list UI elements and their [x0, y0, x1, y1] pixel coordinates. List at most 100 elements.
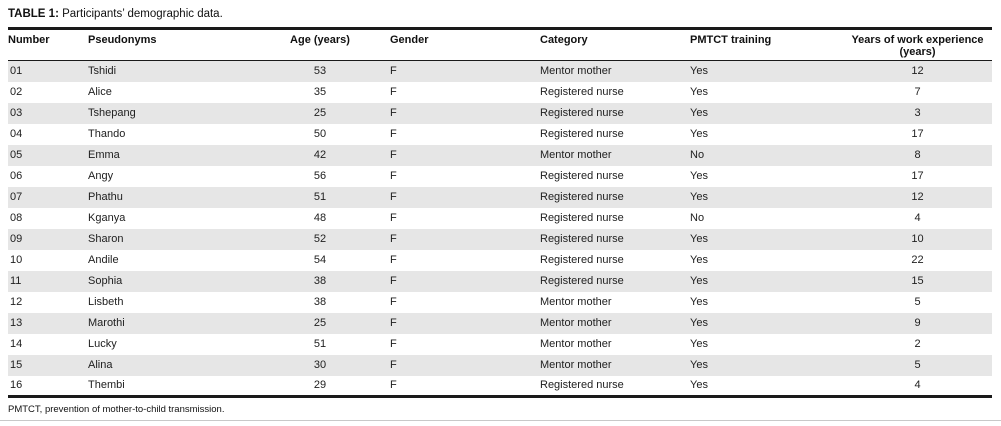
table-row: 03 Tshepang 25 F Registered nurse Yes 3	[8, 102, 992, 124]
cell-pmtct-training: Yes	[690, 170, 708, 182]
cell-work-experience: 9	[914, 317, 921, 329]
cell-pseudonym: Thembi	[88, 379, 125, 392]
table-footnote: PMTCT, prevention of mother-to-child tra…	[8, 404, 225, 415]
cell-age: 51	[313, 338, 327, 350]
cell-gender: F	[390, 233, 397, 245]
cell-pmtct-training: Yes	[690, 296, 708, 308]
table-title-label: TABLE 1:	[8, 8, 59, 20]
cell-pseudonym: Alice	[88, 86, 112, 98]
cell-gender: F	[390, 359, 397, 371]
table-row: 16 Thembi 29 F Registered nurse Yes 4	[8, 376, 992, 397]
cell-gender: F	[390, 296, 397, 308]
table-row: 06 Angy 56 F Registered nurse Yes 17	[8, 166, 992, 187]
cell-work-experience: 4	[914, 379, 921, 392]
cell-work-experience: 5	[914, 296, 921, 308]
column-header-pseudonyms: Pseudonyms	[88, 28, 250, 61]
cell-work-experience: 8	[914, 149, 921, 161]
cell-age: 54	[313, 254, 327, 266]
cell-number: 11	[10, 275, 22, 287]
cell-pmtct-training: Yes	[690, 379, 708, 392]
bottom-divider	[0, 420, 1001, 421]
cell-pseudonym: Lucky	[88, 338, 117, 350]
cell-age: 48	[313, 212, 327, 224]
cell-age: 38	[313, 275, 327, 287]
cell-pmtct-training: Yes	[690, 233, 708, 245]
cell-work-experience: 10	[911, 233, 924, 245]
table-row: 02 Alice 35 F Registered nurse Yes 7	[8, 82, 992, 103]
cell-category: Mentor mother	[540, 65, 612, 78]
cell-category: Mentor mother	[540, 359, 612, 371]
cell-pmtct-training: Yes	[690, 338, 708, 350]
table-row: 04 Thando 50 F Registered nurse Yes 17	[8, 124, 992, 145]
cell-pseudonym: Kganya	[88, 212, 126, 224]
cell-category: Registered nurse	[540, 170, 624, 182]
cell-pseudonym: Andile	[88, 254, 119, 266]
cell-pseudonym: Sophia	[88, 275, 123, 287]
cell-work-experience: 3	[914, 107, 921, 119]
column-header-work-experience-line1: Years of work experience	[851, 34, 984, 46]
cell-gender: F	[390, 107, 397, 119]
cell-pmtct-training: Yes	[690, 359, 708, 371]
header-row: Number Pseudonyms Age (years) Gender Cat…	[8, 28, 992, 61]
cell-pseudonym: Phathu	[88, 191, 123, 203]
cell-age: 25	[313, 317, 327, 329]
cell-age: 51	[313, 191, 327, 203]
cell-work-experience: 22	[911, 254, 924, 266]
cell-category: Registered nurse	[540, 128, 624, 140]
cell-work-experience: 12	[911, 191, 924, 203]
cell-pseudonym: Thando	[88, 128, 126, 140]
cell-pseudonym: Tshepang	[88, 107, 136, 119]
cell-work-experience: 15	[911, 275, 924, 287]
table-row: 09 Sharon 52 F Registered nurse Yes 10	[8, 228, 992, 250]
table-row: 05 Emma 42 F Mentor mother No 8	[8, 144, 992, 166]
table-row: 15 Alina 30 F Mentor mother Yes 5	[8, 354, 992, 376]
cell-pseudonym: Alina	[88, 359, 113, 371]
cell-category: Registered nurse	[540, 379, 624, 392]
cell-pmtct-training: Yes	[690, 107, 708, 119]
cell-pmtct-training: Yes	[690, 254, 708, 266]
demographics-table: Number Pseudonyms Age (years) Gender Cat…	[8, 27, 992, 398]
table-body: 01 Tshidi 53 F Mentor mother Yes 12 02 A…	[8, 60, 992, 397]
cell-work-experience: 4	[914, 212, 921, 224]
table-row: 12 Lisbeth 38 F Mentor mother Yes 5	[8, 292, 992, 313]
cell-category: Mentor mother	[540, 149, 612, 161]
column-header-gender: Gender	[390, 28, 540, 61]
cell-gender: F	[390, 338, 397, 350]
cell-pmtct-training: Yes	[690, 86, 708, 98]
cell-work-experience: 5	[914, 359, 921, 371]
cell-gender: F	[390, 149, 397, 161]
cell-age: 56	[313, 170, 327, 182]
cell-age: 52	[313, 233, 327, 245]
cell-category: Registered nurse	[540, 233, 624, 245]
cell-age: 25	[313, 107, 327, 119]
table-title-text: Participants’ demographic data.	[62, 8, 223, 20]
cell-gender: F	[390, 170, 397, 182]
table-row: 01 Tshidi 53 F Mentor mother Yes 12	[8, 60, 992, 82]
cell-gender: F	[390, 317, 397, 329]
table-row: 11 Sophia 38 F Registered nurse Yes 15	[8, 270, 992, 292]
cell-age: 50	[313, 128, 327, 140]
cell-category: Registered nurse	[540, 191, 624, 203]
table-row: 10 Andile 54 F Registered nurse Yes 22	[8, 250, 992, 271]
cell-number: 01	[10, 65, 23, 78]
cell-pmtct-training: Yes	[690, 317, 708, 329]
cell-category: Mentor mother	[540, 296, 612, 308]
cell-number: 08	[10, 212, 23, 224]
cell-number: 05	[10, 149, 23, 161]
cell-gender: F	[390, 379, 397, 392]
cell-number: 10	[10, 254, 23, 266]
cell-number: 07	[10, 191, 23, 203]
cell-number: 09	[10, 233, 23, 245]
cell-pseudonym: Lisbeth	[88, 296, 124, 308]
cell-pmtct-training: No	[690, 149, 705, 161]
cell-gender: F	[390, 254, 397, 266]
cell-work-experience: 17	[911, 170, 924, 182]
cell-pmtct-training: Yes	[690, 191, 708, 203]
column-header-category: Category	[540, 28, 690, 61]
cell-category: Registered nurse	[540, 254, 624, 266]
cell-age: 35	[313, 86, 327, 98]
cell-work-experience: 17	[911, 128, 924, 140]
cell-pmtct-training: No	[690, 212, 705, 224]
cell-gender: F	[390, 86, 397, 98]
